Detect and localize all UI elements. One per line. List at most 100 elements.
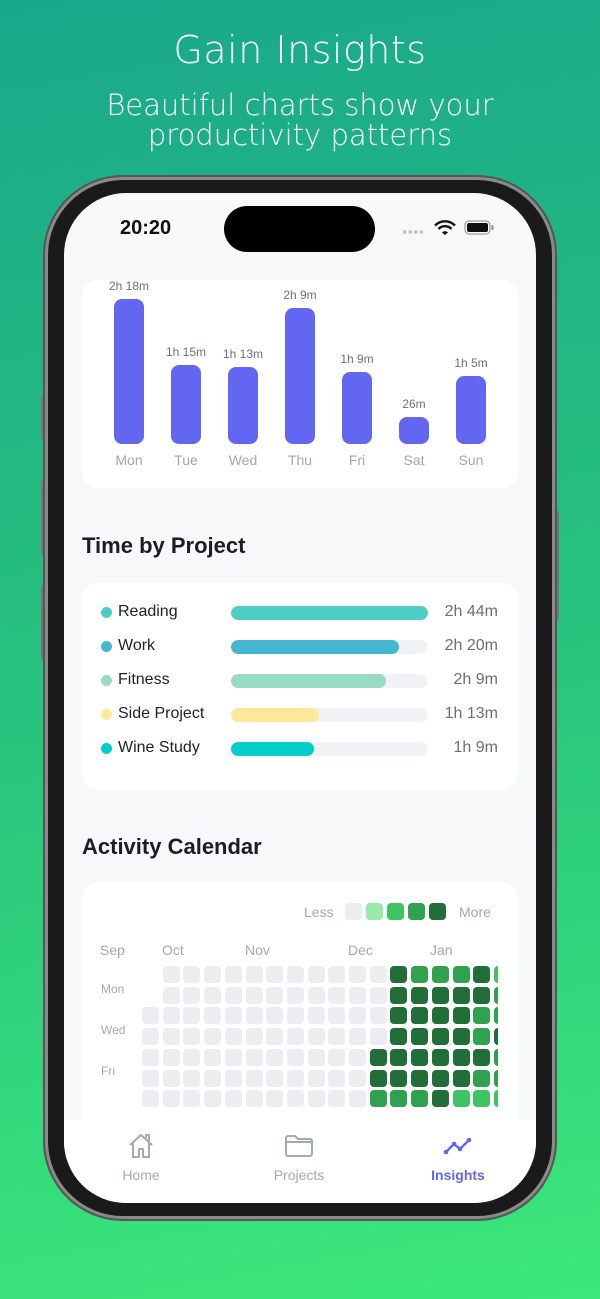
heatmap-cell [431, 1048, 449, 1066]
heatmap-cell [286, 1090, 304, 1108]
heatmap-cell [204, 1007, 222, 1025]
heatmap-cell [473, 1090, 491, 1108]
heatmap-cell [328, 1069, 346, 1087]
heatmap-cell [245, 1048, 263, 1066]
heatmap-cell [162, 1090, 180, 1108]
heatmap-cell [286, 1048, 304, 1066]
heatmap-cell [266, 1007, 284, 1025]
month-label: Nov [245, 942, 270, 958]
heatmap-cell [411, 1090, 429, 1108]
heatmap-cell [142, 1007, 159, 1025]
day-label: Wed [101, 1023, 126, 1037]
subtitle-line-2: productivity patterns [147, 118, 453, 152]
heatmap-cell [473, 986, 491, 1004]
legend-swatch-3 [408, 903, 425, 920]
heatmap-cell [390, 966, 408, 983]
heatmap-cell [307, 1048, 325, 1066]
heatmap-cell [349, 1069, 366, 1087]
tab-insights[interactable]: Insights [408, 1132, 508, 1183]
heatmap-cell [183, 1048, 201, 1066]
legend-swatch-0 [345, 903, 362, 920]
heatmap-cell [162, 1069, 180, 1087]
heatmap-cell [411, 1007, 429, 1025]
tab-projects[interactable]: Projects [249, 1132, 349, 1183]
heatmap-cell [411, 1028, 429, 1046]
project-color-dot [101, 675, 112, 686]
heatmap-cell [162, 1007, 180, 1025]
bar-category-label: Mon [115, 452, 143, 468]
heatmap-cell [286, 1028, 304, 1046]
bar-fri [342, 371, 372, 444]
project-duration: 2h 9m [453, 671, 498, 688]
heatmap-cell [473, 1069, 491, 1087]
heatmap-cell [266, 1028, 284, 1046]
heatmap-cell [390, 986, 408, 1004]
heatmap-cell [431, 1028, 449, 1046]
heatmap-cell [307, 986, 325, 1004]
bar-category-label: Fri [348, 452, 366, 468]
projects-card: Reading 2h 44m Work 2h 20m Fitness 2h 9m Side … [82, 583, 518, 790]
heatmap-cell [307, 966, 325, 983]
heatmap-cell [142, 1028, 159, 1046]
heatmap-cell [183, 1090, 201, 1108]
day-label: Mon [101, 982, 125, 996]
bar-category-label: Thu [287, 452, 313, 468]
heatmap-cell [162, 966, 180, 983]
app-screen: 2h 18m Mon 1h 15m Tue 1h 13m Wed 2h 9m Thu 1h 9m… [64, 193, 536, 1203]
project-row: Wine Study 1h 9m [82, 737, 518, 761]
bar-value-label: 1h 15m [165, 345, 207, 360]
project-color-dot [101, 709, 112, 720]
heatmap-cell [286, 1069, 304, 1087]
bar-category-label: Sun [458, 452, 484, 468]
heatmap-cell [142, 1069, 159, 1087]
bar-thu [285, 308, 315, 444]
heatmap-cell [162, 1048, 180, 1066]
project-progress-track [231, 674, 428, 688]
heatmap-cell [390, 1028, 408, 1046]
project-duration: 2h 44m [444, 603, 498, 620]
legend-swatch-4 [429, 903, 446, 920]
heatmap-cell [204, 966, 222, 983]
bar-value-label: 1h 9m [340, 351, 374, 366]
heatmap-cell [411, 966, 429, 983]
heatmap-cell [493, 1028, 498, 1046]
heatmap-cell [349, 1090, 366, 1108]
month-label: Sep [100, 942, 125, 958]
heatmap-cell [224, 1069, 242, 1087]
phone-volume-down [41, 585, 45, 660]
heatmap-cell [245, 1090, 263, 1108]
heatmap-cell [307, 1069, 325, 1087]
heatmap-cell [307, 1007, 325, 1025]
phone-side-button [41, 395, 45, 440]
heatmap-cell [473, 1007, 491, 1025]
heatmap-cell [286, 966, 304, 983]
tab-home[interactable]: Home [91, 1132, 191, 1183]
heatmap-cell [473, 966, 491, 983]
heatmap-cell [349, 1007, 366, 1025]
project-name: Reading [118, 603, 178, 620]
heatmap-cell [204, 1069, 222, 1087]
heatmap-cell [224, 986, 242, 1004]
battery-icon [464, 220, 494, 235]
heatmap-cell [328, 1090, 346, 1108]
activity-heatmap [82, 882, 498, 1142]
heatmap-cell [224, 1048, 242, 1066]
project-name: Side Project [118, 705, 205, 722]
heatmap-cell [328, 966, 346, 983]
heatmap-cell [452, 1007, 470, 1025]
heatmap-cell [142, 1048, 159, 1066]
project-row: Reading 2h 44m [82, 601, 518, 625]
project-color-dot [101, 607, 112, 618]
heatmap-cell [431, 986, 449, 1004]
heatmap-cell [183, 1007, 201, 1025]
bar-value-label: 26m [402, 396, 426, 411]
time-by-project-title: Time by Project [82, 533, 246, 558]
heatmap-cell [204, 986, 222, 1004]
tab-label: Insights [431, 1167, 485, 1183]
heatmap-cell [349, 986, 366, 1004]
heatmap-cell [245, 966, 263, 983]
heatmap-cell [162, 986, 180, 1004]
heatmap-cell [369, 1048, 387, 1066]
month-label: Dec [348, 942, 373, 958]
heatmap-cell [266, 986, 284, 1004]
